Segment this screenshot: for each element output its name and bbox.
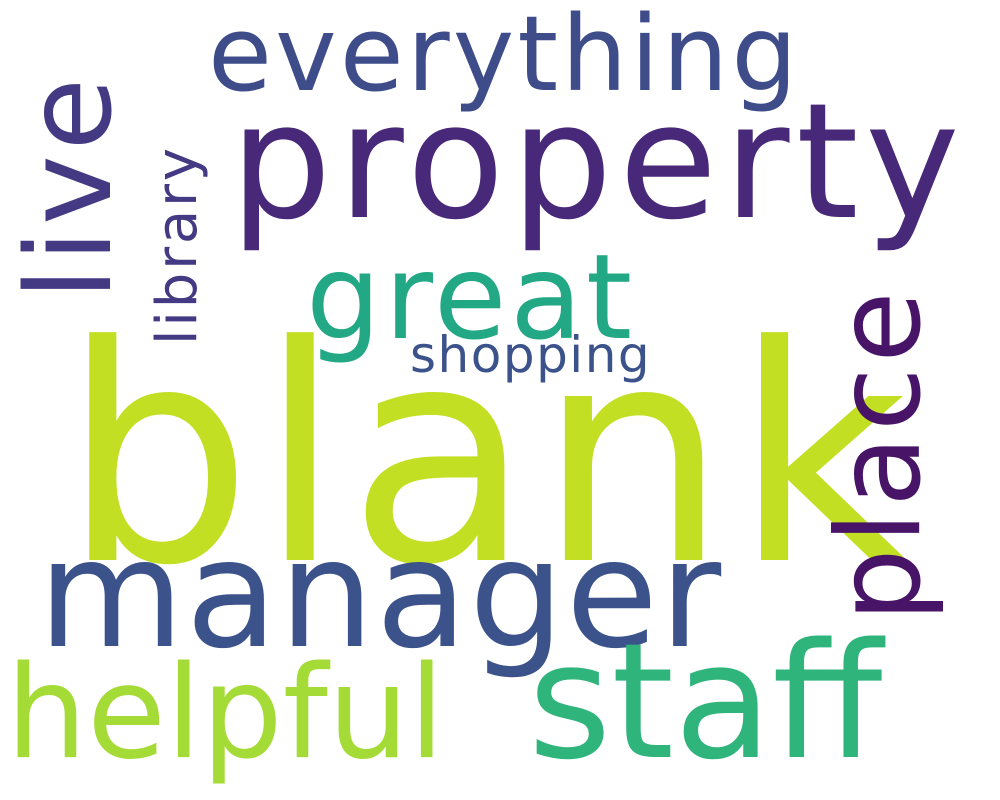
word-helpful: helpful — [6, 639, 445, 788]
word-blank: blank — [62, 282, 914, 631]
word-manager: manager — [38, 508, 723, 682]
word-great: great — [306, 228, 636, 366]
word-shopping: shopping — [410, 326, 652, 384]
word-everything: everything — [208, 0, 801, 115]
word-place: place — [812, 286, 947, 622]
word-property: property — [230, 68, 967, 255]
word-library: library — [145, 145, 210, 345]
word-staff: staff — [528, 608, 883, 795]
word-live: live — [0, 73, 138, 300]
